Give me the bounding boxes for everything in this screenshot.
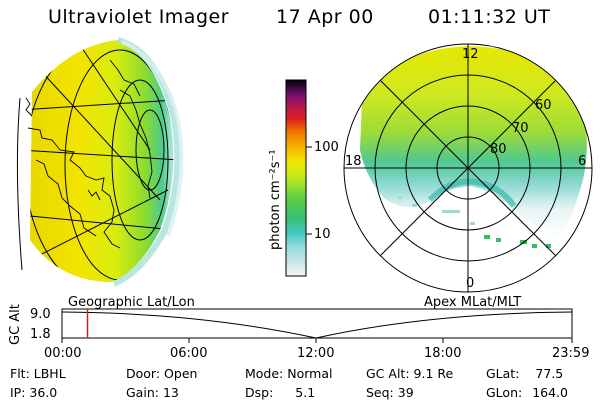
time-tick-2359: 23:59 xyxy=(552,346,590,361)
gc-alt-tick-min: 1.8 xyxy=(30,327,51,342)
globe-aurora-fill xyxy=(30,40,174,282)
info-dsp-value: 5.1 xyxy=(295,385,316,400)
geographic-projection-label: Geographic Lat/Lon xyxy=(68,295,195,310)
time-tick-0600: 06:00 xyxy=(170,346,208,361)
altitude-curve xyxy=(61,311,573,339)
info-seq: Seq: 39 xyxy=(366,385,414,400)
info-ip-value: 36.0 xyxy=(29,385,58,400)
info-filter-value: LBHL xyxy=(33,366,66,381)
mlt-label-12: 12 xyxy=(462,47,479,62)
polar-gridlines xyxy=(343,43,593,293)
info-dsp: Dsp: 5.1 xyxy=(245,385,316,400)
info-gain-value: 13 xyxy=(162,385,179,400)
gc-alt-tick-max: 9.0 xyxy=(30,307,51,322)
info-mode: Mode: Normal xyxy=(245,366,333,381)
info-ip: IP: 36.0 xyxy=(10,385,58,400)
time-tick-0000: 00:00 xyxy=(44,346,82,361)
info-glat: GLat: 77.5 xyxy=(486,366,564,381)
time-tick-1800: 18:00 xyxy=(424,346,462,361)
info-glat-value: 77.5 xyxy=(535,366,564,381)
info-door-value: Open xyxy=(164,366,198,381)
info-door: Door: Open xyxy=(126,366,198,381)
info-gc-alt: GC Alt: 9.1 Re xyxy=(366,366,454,381)
apex-projection-label: Apex MLat/MLT xyxy=(424,295,522,310)
mlat-label-60: 60 xyxy=(535,98,552,113)
polar-aurora-fill xyxy=(360,46,587,238)
mlt-label-0: 0 xyxy=(466,276,475,291)
image-date: 17 Apr 00 xyxy=(276,6,374,28)
time-tick-1200: 12:00 xyxy=(297,346,335,361)
colorbar-tick-10: 10 xyxy=(314,227,331,242)
info-mode-value: Normal xyxy=(287,366,333,381)
mlt-label-6: 6 xyxy=(578,154,587,169)
mlt-label-18: 18 xyxy=(345,154,362,169)
image-time: 01:11:32 UT xyxy=(428,6,551,28)
colorbar-tick-100: 100 xyxy=(314,140,339,155)
coastline-outlines xyxy=(25,59,153,249)
info-filter: Flt: LBHL xyxy=(10,366,66,381)
info-gain: Gain: 13 xyxy=(126,385,179,400)
globe-gridlines xyxy=(30,40,174,282)
mlat-label-80: 80 xyxy=(490,142,507,157)
info-gc-alt-value: 9.1 Re xyxy=(413,366,454,381)
info-glon: GLon: 164.0 xyxy=(486,385,568,400)
instrument-title: Ultraviolet Imager xyxy=(48,6,230,28)
info-seq-value: 39 xyxy=(397,385,414,400)
info-glon-value: 164.0 xyxy=(532,385,568,400)
mlat-label-70: 70 xyxy=(512,121,529,136)
